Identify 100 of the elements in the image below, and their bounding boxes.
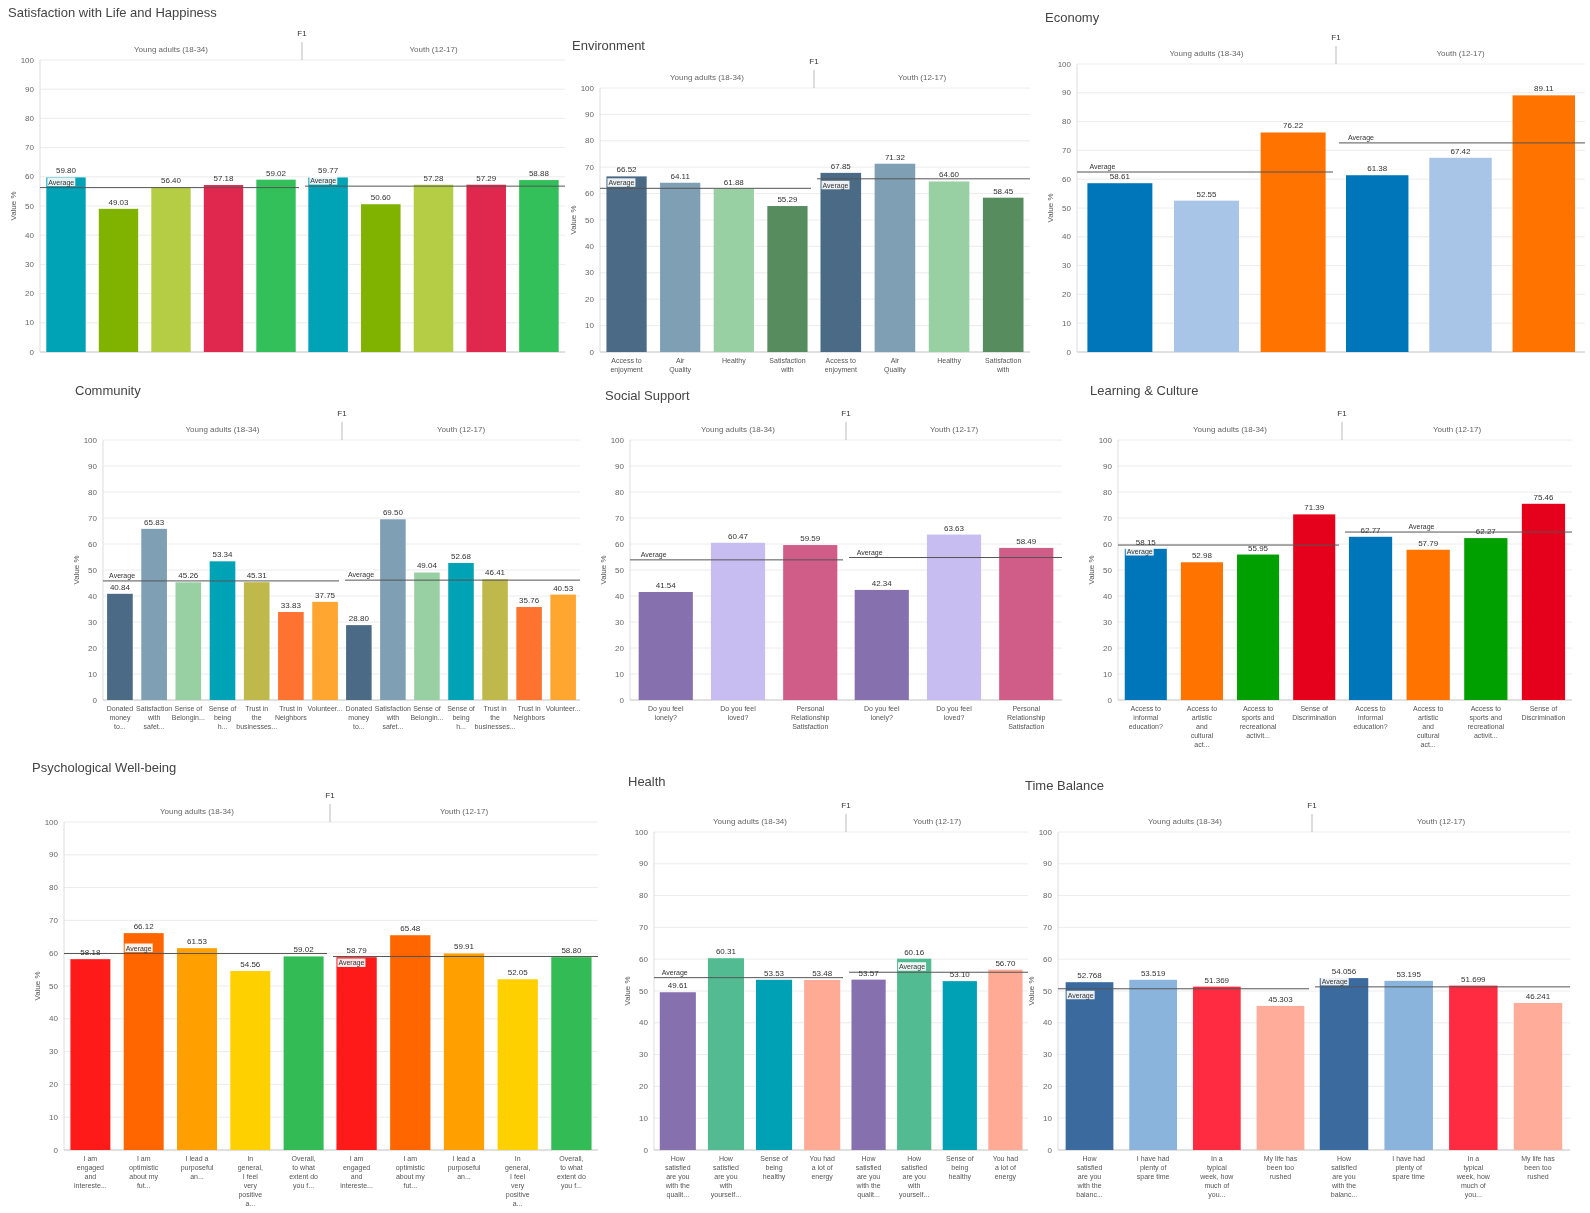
y-tick-label: 10 [615, 669, 625, 679]
data-label: 57.29 [476, 173, 497, 183]
y-tick-label: 40 [25, 230, 35, 240]
y-tick-label: 40 [49, 1014, 59, 1024]
y-tick-label: 70 [88, 513, 98, 523]
y-axis-title: Value % [623, 976, 632, 1006]
data-label: 53.48 [812, 968, 833, 978]
y-tick-label: 70 [1103, 513, 1113, 523]
y-tick-label: 60 [1062, 174, 1072, 184]
y-tick-label: 80 [1062, 117, 1072, 127]
data-label: 54.056 [1331, 967, 1357, 977]
y-tick-label: 40 [1043, 1018, 1053, 1028]
y-tick-label: 50 [585, 215, 595, 225]
y-tick-label: 80 [49, 883, 59, 893]
data-label: 58.61 [1109, 172, 1131, 182]
data-label: 61.88 [723, 177, 745, 187]
y-tick-label: 60 [585, 189, 595, 199]
y-tick-label: 70 [585, 162, 595, 172]
y-tick-label: 0 [619, 695, 625, 705]
data-label: 54.56 [240, 960, 261, 970]
y-tick-label: 90 [639, 859, 649, 869]
y-tick-label: 90 [1062, 88, 1072, 98]
y-axis-title: Value % [569, 205, 578, 235]
y-tick-label: 20 [1062, 289, 1072, 299]
data-label: 65.48 [400, 924, 421, 934]
y-tick-label: 40 [639, 1018, 649, 1028]
text: Young adults (18-34) [1148, 817, 1223, 826]
data-label: 51.699 [1461, 974, 1487, 984]
y-tick-label: 30 [1103, 617, 1113, 627]
data-label: 58.88 [528, 169, 550, 179]
y-tick-label: 90 [585, 109, 595, 119]
y-tick-label: 80 [1043, 891, 1053, 901]
y-tick-label: 60 [639, 954, 649, 964]
data-label: 46.241 [1525, 991, 1551, 1001]
y-tick-label: 10 [585, 321, 595, 331]
y-tick-label: 70 [639, 922, 649, 932]
text: Youth (12-17) [1416, 817, 1466, 826]
text: Youth (12-17) [897, 73, 947, 82]
data-label: 58.15 [1135, 537, 1157, 547]
data-label: 42.34 [871, 578, 893, 588]
y-tick-label: 50 [49, 981, 59, 991]
y-axis-title: Value % [9, 191, 18, 221]
y-tick-label: 10 [1043, 1113, 1053, 1123]
data-label: 49.03 [108, 197, 130, 207]
y-tick-label: 30 [88, 617, 98, 627]
y-tick-label: 0 [92, 695, 98, 705]
y-tick-label: 70 [1043, 922, 1053, 932]
data-label: 58.80 [561, 946, 582, 956]
y-tick-label: 30 [1043, 1050, 1053, 1060]
data-label: 71.39 [1304, 503, 1325, 513]
text: F1 [325, 791, 336, 800]
y-tick-label: 80 [615, 487, 625, 497]
data-label: 52.98 [1191, 551, 1213, 561]
text: Youth (12-17) [409, 45, 458, 54]
y-tick-label: 80 [585, 136, 595, 146]
data-label: 67.85 [830, 161, 852, 171]
data-label: 61.53 [186, 937, 208, 947]
data-label: 53.10 [949, 970, 971, 980]
data-label: 59.02 [265, 168, 287, 178]
data-label: 45.31 [246, 571, 268, 581]
y-tick-label: 10 [639, 1113, 649, 1123]
text: F1 [1337, 409, 1348, 418]
y-tick-label: 100 [44, 817, 59, 827]
y-tick-label: 100 [1038, 827, 1053, 837]
data-label: 35.76 [519, 596, 540, 606]
data-label: 69.50 [382, 508, 404, 518]
text: Young adults (18-34) [713, 817, 788, 826]
text: F1 [1307, 801, 1318, 810]
data-label: 33.83 [280, 601, 302, 611]
data-label: 45.303 [1268, 994, 1294, 1004]
data-label: 50.60 [370, 193, 392, 203]
y-tick-label: 60 [88, 539, 98, 549]
y-axis-title: Value % [33, 971, 42, 1001]
text: Young adults (18-34) [1193, 425, 1268, 434]
data-label: 66.12 [133, 922, 155, 932]
y-tick-label: 30 [1062, 261, 1072, 271]
y-tick-label: 40 [615, 591, 625, 601]
y-tick-label: 70 [1062, 145, 1072, 155]
y-tick-label: 60 [1043, 954, 1053, 964]
data-label: 58.49 [1016, 536, 1037, 546]
data-label: 60.47 [727, 531, 749, 541]
y-tick-label: 20 [585, 294, 595, 304]
data-label: 64.11 [670, 171, 691, 181]
y-tick-label: 40 [1103, 591, 1113, 601]
y-tick-label: 30 [639, 1050, 649, 1060]
text: Young adults (18-34) [1169, 49, 1244, 58]
y-axis-title: Value % [599, 555, 608, 585]
text: Youth (12-17) [439, 807, 489, 816]
data-label: 40.53 [553, 583, 574, 593]
data-label: 60.16 [904, 947, 925, 957]
chart-title: Environment [572, 38, 646, 53]
data-label: 59.02 [293, 945, 315, 955]
y-tick-label: 10 [88, 669, 98, 679]
data-label: 55.95 [1248, 543, 1269, 553]
data-label: 53.519 [1140, 968, 1166, 978]
data-label: 59.77 [318, 166, 339, 176]
data-label: 63.63 [943, 523, 965, 533]
y-tick-label: 40 [1062, 232, 1072, 242]
y-tick-label: 50 [1103, 565, 1113, 575]
text: F1 [1331, 33, 1342, 42]
